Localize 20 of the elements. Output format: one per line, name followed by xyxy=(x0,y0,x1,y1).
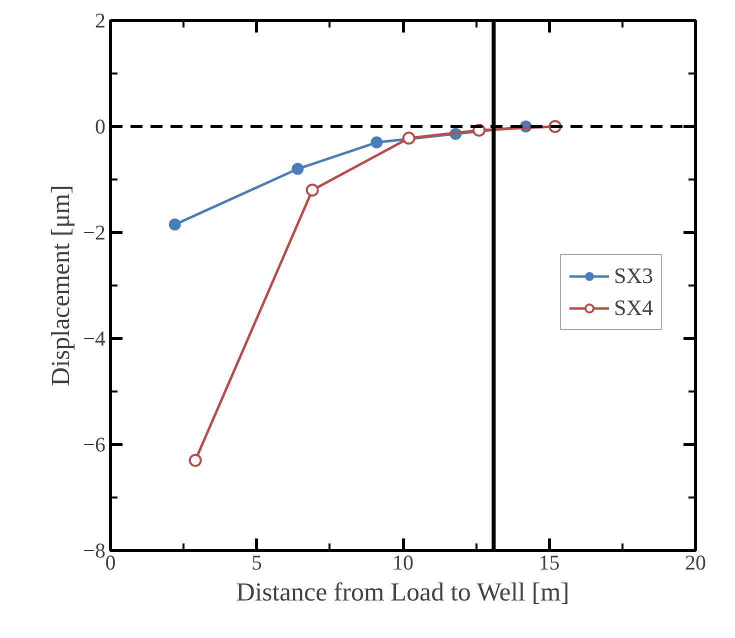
y-tick-label: −6 xyxy=(83,432,106,456)
y-tick-label: −8 xyxy=(83,538,106,562)
y-tick-label: 0 xyxy=(95,114,106,138)
x-tick-label: 15 xyxy=(538,550,560,574)
point xyxy=(168,218,181,231)
x-axis-title: Distance from Load to Well [m] xyxy=(236,578,570,606)
y-tick-label: 2 xyxy=(95,8,106,32)
point xyxy=(188,454,202,467)
x-tick-label: 20 xyxy=(685,550,706,574)
y-tick-label: −4 xyxy=(83,326,106,350)
y-tick-label: −2 xyxy=(83,220,106,244)
legend-label: SX3 xyxy=(614,263,654,289)
point xyxy=(370,136,383,148)
x-tick-label: 10 xyxy=(392,550,414,574)
y-axis-title: Displacement [μm] xyxy=(46,185,76,386)
point xyxy=(306,184,319,197)
point xyxy=(292,162,304,175)
x-tick-label: 5 xyxy=(252,550,262,574)
legend-label: SX4 xyxy=(614,295,654,321)
point xyxy=(402,132,416,145)
